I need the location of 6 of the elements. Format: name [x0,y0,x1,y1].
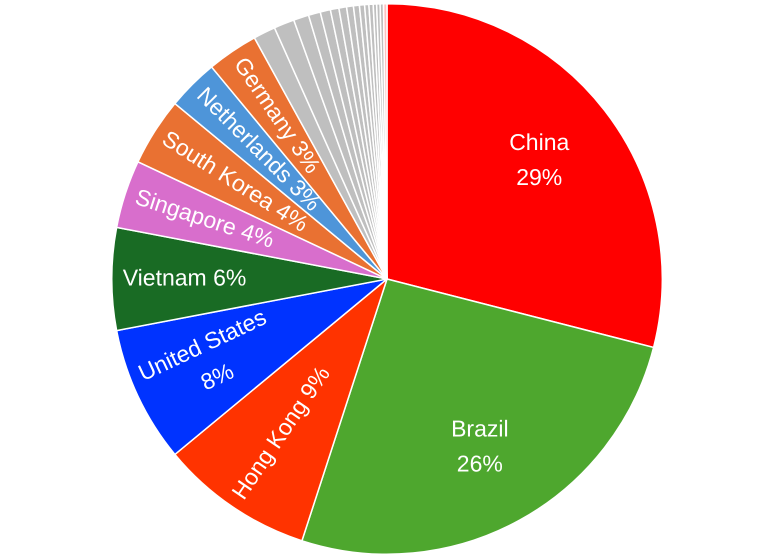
data-label: 8% [196,358,238,396]
data-label: 26% [456,450,503,477]
data-label: 29% [516,164,562,190]
slice-label: Vietnam 6% [122,264,246,290]
slice-label: China [509,128,570,155]
slice-label: Brazil [451,416,509,442]
